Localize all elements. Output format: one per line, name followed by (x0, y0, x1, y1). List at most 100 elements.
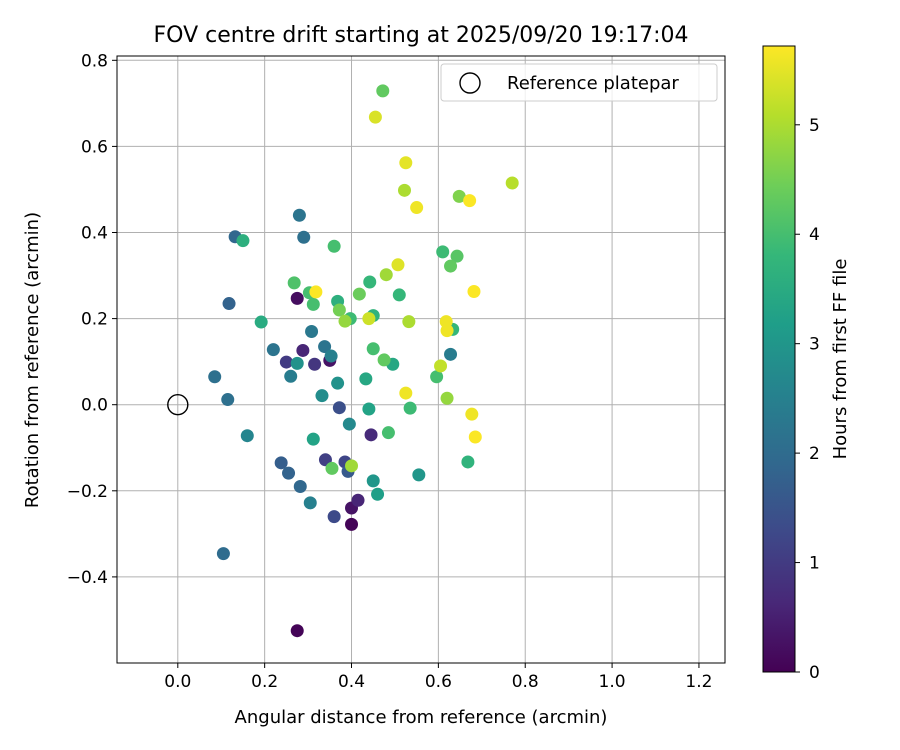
x-tick-label: 0.2 (251, 672, 278, 692)
data-point (315, 389, 329, 403)
data-point (403, 401, 417, 415)
data-point (362, 402, 376, 416)
data-point (351, 493, 365, 507)
y-tick-label: 0.6 (81, 137, 108, 157)
data-point (216, 547, 230, 561)
data-point (325, 461, 339, 475)
data-point (377, 353, 391, 367)
data-point (366, 474, 380, 488)
y-tick-label: −0.2 (67, 482, 108, 502)
data-point (324, 349, 338, 363)
data-point (332, 303, 346, 317)
data-point (292, 208, 306, 222)
data-point (345, 517, 359, 531)
data-point (254, 315, 268, 329)
legend: Reference platepar (440, 63, 718, 102)
reference-marker-group (167, 394, 189, 416)
x-tick-label: 0.0 (164, 672, 191, 692)
colorbar-tick-label: 1 (809, 554, 820, 574)
data-point (306, 432, 320, 446)
x-ticks: 0.0 0.2 0.4 0.6 0.8 1.0 1.2 (164, 663, 712, 692)
data-point (297, 230, 311, 244)
data-point (332, 401, 346, 415)
data-point (468, 430, 482, 444)
data-point (371, 487, 385, 501)
data-point (306, 297, 320, 311)
data-point (279, 355, 293, 369)
reference-marker (167, 394, 189, 416)
y-tick-label: 0.8 (81, 51, 108, 71)
data-point (290, 624, 304, 638)
data-point (440, 324, 454, 338)
grid (117, 56, 725, 663)
data-point (359, 372, 373, 386)
data-point (397, 183, 411, 197)
data-point (282, 466, 296, 480)
data-point (376, 84, 390, 98)
y-tick-label: −0.4 (67, 568, 108, 588)
x-tick-label: 1.2 (685, 672, 712, 692)
data-point (410, 201, 424, 215)
axes (116, 55, 726, 664)
colorbar-tick-label: 3 (809, 335, 820, 355)
data-points (208, 84, 519, 638)
colorbar (762, 45, 796, 673)
data-point (399, 386, 413, 400)
data-point (305, 325, 319, 339)
colorbar-tick-label: 5 (809, 116, 820, 136)
data-point (303, 496, 317, 510)
data-point (392, 288, 406, 302)
y-tick-label: 0.4 (81, 224, 108, 244)
data-point (274, 456, 288, 470)
data-point (208, 370, 222, 384)
data-point (362, 312, 376, 326)
data-point (467, 284, 481, 298)
data-point (399, 156, 413, 170)
data-point (240, 429, 254, 443)
y-ticks: −0.4 −0.2 0.0 0.2 0.4 0.6 0.8 (67, 51, 117, 588)
plot-area (117, 56, 725, 663)
x-axis-label: Angular distance from reference (arcmin) (235, 707, 608, 728)
data-point (391, 258, 405, 272)
data-point (342, 417, 356, 431)
data-point (402, 315, 416, 329)
data-point (327, 239, 341, 253)
data-point (465, 407, 479, 421)
plot-background (117, 56, 725, 663)
colorbar-ticks: 0 1 2 3 4 5 (795, 116, 820, 683)
data-point (338, 314, 352, 328)
legend-label: Reference platepar (507, 73, 679, 94)
y-tick-label: 0.2 (81, 310, 108, 330)
chart-title: FOV centre drift starting at 2025/09/20 … (154, 23, 689, 48)
data-point (434, 359, 448, 373)
colorbar-label: Hours from first FF file (830, 259, 851, 460)
axes-frame (116, 55, 726, 664)
data-point (236, 234, 250, 248)
x-tick-label: 0.6 (425, 672, 452, 692)
data-point (284, 369, 298, 383)
data-point (444, 259, 458, 273)
data-point (290, 356, 304, 370)
data-point (308, 357, 322, 371)
data-point (368, 110, 382, 124)
legend-marker-icon (459, 72, 481, 94)
data-point (309, 285, 323, 299)
data-point (364, 428, 378, 442)
data-point (440, 391, 454, 405)
data-point (450, 249, 464, 263)
data-point (436, 245, 450, 259)
data-point (296, 343, 310, 357)
x-tick-label: 1.0 (599, 672, 626, 692)
y-axis-label: Rotation from reference (arcmin) (22, 212, 43, 508)
colorbar-tick-label: 4 (809, 225, 820, 245)
data-point (461, 455, 475, 469)
data-point (463, 194, 477, 208)
data-point (287, 276, 301, 290)
data-point (412, 468, 426, 482)
data-point (505, 176, 519, 190)
data-point (345, 459, 359, 473)
colorbar-gradient (762, 45, 796, 673)
data-point (379, 268, 393, 282)
data-point (452, 189, 466, 203)
